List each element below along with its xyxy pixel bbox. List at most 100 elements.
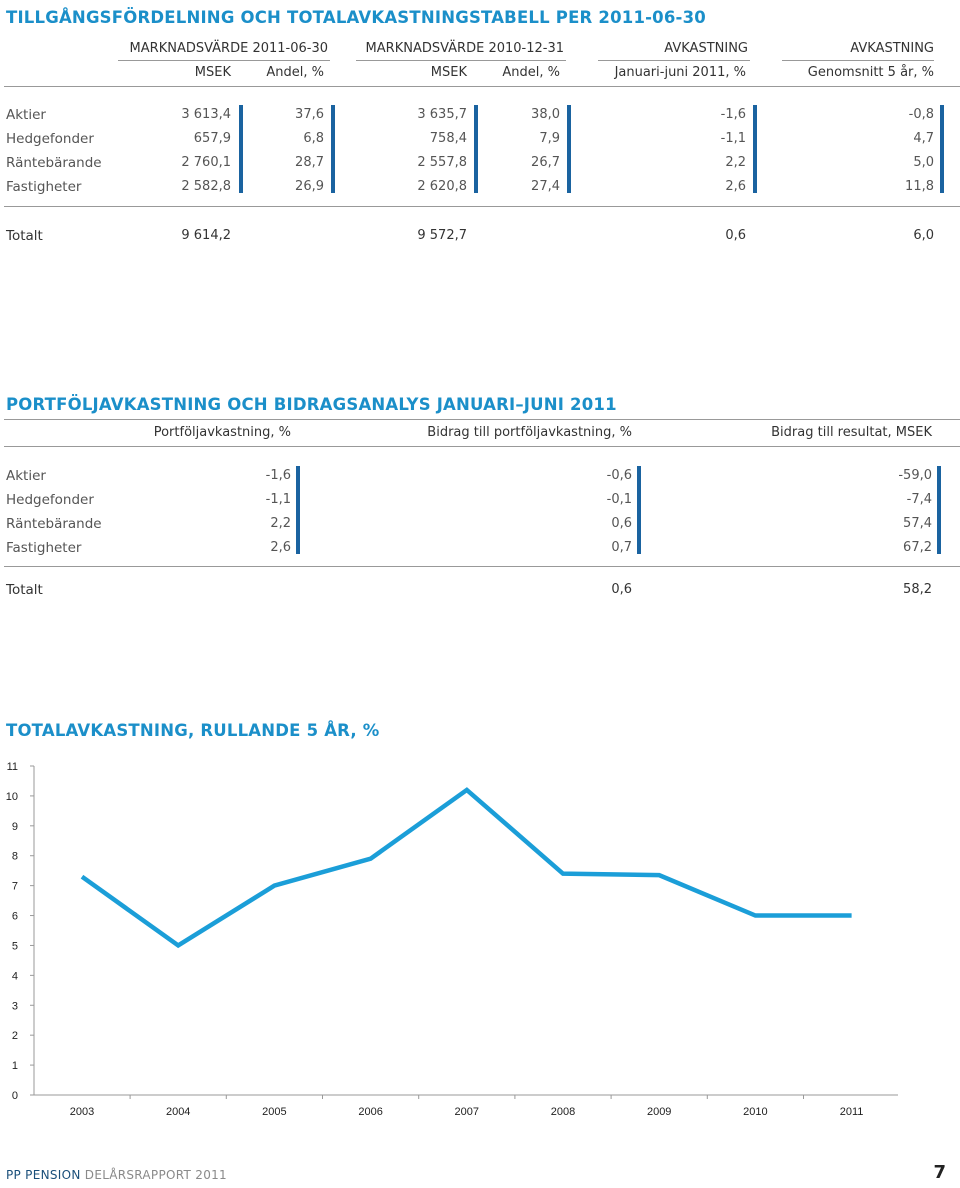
column-accent-bar (239, 105, 243, 193)
y-tick-label: 2 (12, 1030, 18, 1042)
column-accent-bar (940, 105, 944, 193)
table2-header-portfoljavkastning: Portföljavkastning, % (153, 425, 291, 440)
group-underline-2 (356, 60, 566, 61)
table1-total-divider (4, 206, 960, 207)
x-tick-label: 2007 (455, 1106, 479, 1118)
table2-cell: -0,6 (606, 468, 632, 483)
rolling-return-chart: 0 1 2 3 4 5 6 7 8 9 10 11 2003 2004 2005 2006 2007 2008 20… (6, 761, 898, 1118)
table1-cell: -1,6 (720, 107, 746, 122)
section2-title: PORTFÖLJAVKASTNING OCH BIDRAGSANALYS JAN… (6, 395, 617, 414)
table2-row-label: Aktier (6, 468, 46, 484)
table1-row-label: Räntebärande (6, 155, 102, 171)
series-line (80, 787, 852, 949)
table1-cell: 37,6 (295, 107, 324, 122)
column-accent-bar (937, 466, 941, 554)
column-accent-bar (331, 105, 335, 193)
table1-row-label: Aktier (6, 107, 46, 123)
y-tick-label: 4 (12, 970, 18, 982)
table1-cell: 38,0 (531, 107, 560, 122)
table2-cell: 0,6 (611, 516, 632, 531)
subheader-avk-jan-jun: Januari-juni 2011, % (614, 65, 746, 80)
group-header-mv-2010: MARKNADSVÄRDE 2010-12-31 (365, 41, 564, 56)
footer-text: PP PENSION DELÅRSRAPPORT 2011 (6, 1168, 227, 1182)
table1-cell: 7,9 (539, 131, 560, 146)
table2-cell: 0,7 (611, 540, 632, 555)
table2-row-label: Räntebärande (6, 516, 102, 532)
column-accent-bar (753, 105, 757, 193)
x-tick-label: 2003 (70, 1106, 94, 1118)
section3-title: TOTALAVKASTNING, RULLANDE 5 ÅR, % (6, 721, 380, 740)
table2-cell: -59,0 (898, 468, 932, 483)
table1-cell: 28,7 (295, 155, 324, 170)
table1-cell: 27,4 (531, 179, 560, 194)
footer-report: DELÅRSRAPPORT 2011 (84, 1168, 227, 1182)
table1-total-msek-2010: 9 572,7 (417, 228, 467, 243)
subheader-avk-5ar: Genomsnitt 5 år, % (807, 65, 934, 80)
table1-total-avk-jan-jun: 0,6 (725, 228, 746, 243)
y-tick-label: 6 (12, 911, 18, 923)
y-tick-label: 1 (12, 1060, 18, 1072)
table2-title-divider (4, 419, 960, 420)
footer-brand: PP PENSION (6, 1168, 81, 1182)
table1-cell: 758,4 (429, 131, 467, 146)
table1-header-divider (4, 86, 960, 87)
x-tick-label: 2004 (166, 1106, 190, 1118)
table1-total-msek-2011: 9 614,2 (181, 228, 231, 243)
table1-row-label: Fastigheter (6, 179, 82, 195)
table2-cell: 57,4 (903, 516, 932, 531)
y-tick-label: 8 (12, 851, 18, 863)
table1-cell: 26,9 (295, 179, 324, 194)
table1-cell: 6,8 (303, 131, 324, 146)
table2-cell: -0,1 (606, 492, 632, 507)
table2-total-bidrag-resultat: 58,2 (903, 582, 932, 597)
table2-cell: 2,6 (270, 540, 291, 555)
subheader-andel-2010: Andel, % (502, 65, 560, 80)
x-tick-label: 2010 (743, 1106, 767, 1118)
table2-row-label: Hedgefonder (6, 492, 94, 508)
table1-cell: 4,7 (913, 131, 934, 146)
y-tick-label: 0 (12, 1090, 18, 1102)
table1-cell: 5,0 (913, 155, 934, 170)
group-underline-3 (598, 60, 750, 61)
table2-cell: -1,1 (265, 492, 291, 507)
group-header-avkastning-2: AVKASTNING (850, 41, 934, 56)
table2-cell: 67,2 (903, 540, 932, 555)
x-tick-label: 2006 (358, 1106, 382, 1118)
table1-cell: 3 635,7 (417, 107, 467, 122)
group-underline-4 (782, 60, 934, 61)
x-tick-label: 2011 (840, 1106, 864, 1118)
table1-cell: -0,8 (908, 107, 934, 122)
table1-cell: 657,9 (193, 131, 231, 146)
subheader-andel-2011: Andel, % (266, 65, 324, 80)
column-accent-bar (474, 105, 478, 193)
table2-total-divider (4, 566, 960, 567)
table1-total-avk-5ar: 6,0 (913, 228, 934, 243)
table1-cell: 26,7 (531, 155, 560, 170)
table2-total-label: Totalt (6, 582, 43, 598)
y-tick-label: 5 (12, 940, 18, 952)
y-tick-label: 3 (12, 1000, 18, 1012)
table2-header-divider (4, 446, 960, 447)
section1-title: TILLGÅNGSFÖRDELNING OCH TOTALAVKASTNINGS… (6, 8, 706, 27)
table2-header-bidrag-resultat: Bidrag till resultat, MSEK (771, 425, 932, 440)
table1-cell: 2 582,8 (181, 179, 231, 194)
table2-cell: -1,6 (265, 468, 291, 483)
table2-cell: -7,4 (906, 492, 932, 507)
x-tick-label: 2008 (551, 1106, 575, 1118)
y-tick-label: 9 (12, 821, 18, 833)
y-tick-label: 11 (7, 761, 18, 773)
x-tick-label: 2005 (262, 1106, 286, 1118)
group-header-mv-2011: MARKNADSVÄRDE 2011-06-30 (129, 41, 328, 56)
group-underline-1 (118, 60, 330, 61)
group-header-avkastning-1: AVKASTNING (664, 41, 748, 56)
table1-cell: -1,1 (720, 131, 746, 146)
table2-cell: 2,2 (270, 516, 291, 531)
table1-total-label: Totalt (6, 228, 43, 244)
subheader-msek-2011: MSEK (194, 65, 231, 80)
table1-cell: 2,2 (725, 155, 746, 170)
subheader-msek-2010: MSEK (430, 65, 467, 80)
column-accent-bar (296, 466, 300, 554)
table1-row-label: Hedgefonder (6, 131, 94, 147)
table2-total-bidrag-avkastning: 0,6 (611, 582, 632, 597)
table1-cell: 2 557,8 (417, 155, 467, 170)
